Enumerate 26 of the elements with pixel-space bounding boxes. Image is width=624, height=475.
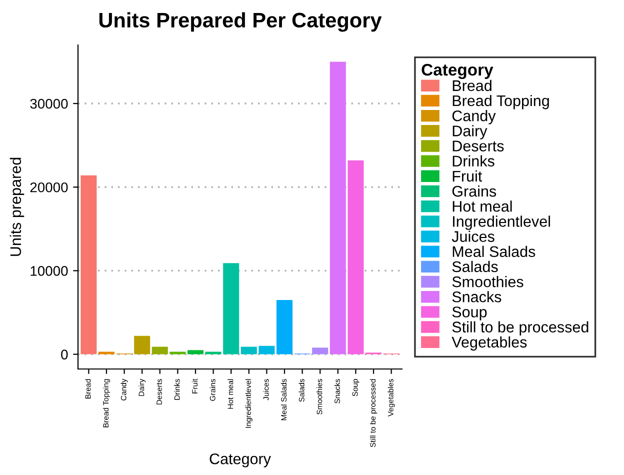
legend-label: Fruit [452, 170, 482, 182]
legend-label: Salads [452, 260, 498, 272]
legend-label: Soup [452, 306, 487, 320]
legend-label: Vegetables [452, 336, 527, 351]
y-tick-label: 0 [61, 350, 68, 360]
legend-title: Category [422, 64, 494, 80]
y-tick-label: 30000 [30, 98, 68, 109]
legend-label: Snacks [452, 291, 502, 302]
y-tick-label: 20000 [30, 182, 68, 192]
legend-label: Ingredientlevel [453, 216, 550, 230]
legend-label: Juices [452, 230, 494, 242]
legend-label: Drinks [452, 155, 494, 167]
legend-label: Meal Salads [452, 246, 536, 258]
legend-label: Bread Topping [452, 94, 549, 110]
y-tick-label: 10000 [30, 266, 68, 276]
legend-label: Dairy [452, 125, 488, 140]
y-axis-title: Units prepared [10, 158, 24, 256]
legend-label: Grains [452, 185, 496, 197]
legend-label: Bread [452, 80, 492, 92]
chart-title: Units Prepared Per Category [99, 12, 382, 32]
x-axis-title: Category [210, 453, 271, 468]
legend-label: Smoothies [452, 276, 524, 288]
legend-label: Deserts [452, 140, 504, 152]
legend-label: Candy [452, 110, 496, 124]
legend-label: Still to be processed [452, 321, 588, 336]
legend-label: Hot meal [452, 200, 512, 212]
